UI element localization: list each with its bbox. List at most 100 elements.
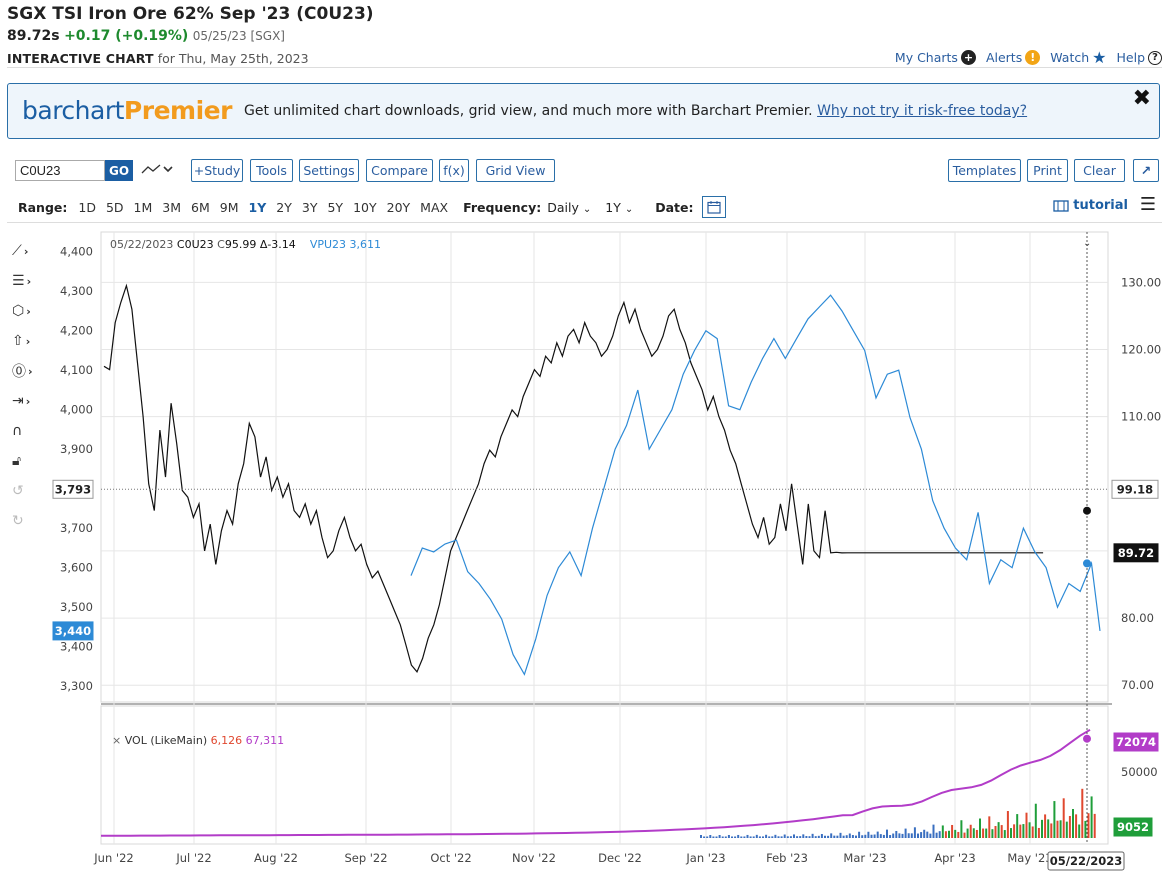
volume-bar	[789, 836, 792, 838]
svg-text:72074: 72074	[1116, 735, 1156, 749]
volume-bar	[1041, 819, 1043, 838]
templates-button[interactable]: Templates	[948, 159, 1021, 182]
x-tick-label: Mar '23	[843, 851, 886, 865]
compare-button[interactable]: Compare	[366, 159, 433, 182]
cursor-date-label: 05/22/2023	[1047, 851, 1125, 871]
volume-bar	[762, 836, 764, 838]
fibonacci-tool[interactable]: ☰ ›	[12, 273, 32, 289]
redo-button[interactable]: ↻	[12, 510, 46, 532]
symbol-input[interactable]: C0U23	[15, 160, 105, 181]
volume-bar	[907, 833, 910, 838]
range-5d[interactable]: 5D	[105, 199, 124, 215]
range-9m[interactable]: 9M	[219, 199, 239, 215]
range-5y[interactable]: 5Y	[327, 199, 344, 215]
volume-bar	[879, 834, 882, 838]
expand-icon[interactable]: ↗	[1133, 159, 1159, 182]
volume-bar	[938, 831, 941, 838]
clear-button[interactable]: Clear	[1074, 159, 1125, 182]
volume-bar	[1068, 815, 1071, 838]
volume-bar	[954, 829, 957, 838]
watch-link[interactable]: Watch ★	[1050, 48, 1106, 67]
lock-tool[interactable]: 🔓︎	[12, 450, 46, 472]
frequency-select[interactable]: Daily ⌄	[547, 199, 592, 215]
range-1d[interactable]: 1D	[78, 199, 96, 215]
volume-frame	[100, 705, 1109, 845]
volume-bar	[895, 830, 898, 838]
fx-button[interactable]: f(x)	[439, 159, 469, 182]
volume-bar	[817, 835, 820, 838]
trendline-tool[interactable]: ⟋ ›	[12, 243, 29, 259]
volume-bar	[1006, 811, 1009, 838]
range-10y[interactable]: 10Y	[353, 199, 377, 215]
alerts-link[interactable]: Alerts!	[986, 50, 1041, 65]
alert-icon: !	[1025, 50, 1041, 65]
volume-bar	[1019, 824, 1022, 838]
chart-type-selector[interactable]	[140, 162, 174, 182]
volume-bar	[982, 828, 985, 838]
svg-text:9052: 9052	[1117, 820, 1149, 834]
range-3y[interactable]: 3Y	[301, 199, 318, 215]
annotation-tool[interactable]: ⓪ ›	[12, 360, 46, 382]
volume-oi-line	[101, 728, 1091, 837]
menu-icon[interactable]: ☰	[1139, 194, 1156, 215]
go-button[interactable]: GO	[105, 160, 133, 181]
volume-bar	[867, 831, 870, 838]
range-3m[interactable]: 3M	[162, 199, 182, 215]
arrow-up-icon: ⇧	[12, 333, 24, 349]
range-1y[interactable]: 1Y	[248, 199, 267, 215]
volume-bar	[1081, 788, 1084, 838]
right-tick-label: 120.00	[1121, 343, 1161, 357]
price-chart[interactable]: 4,4004,3004,2004,1004,0003,9003,8003,700…	[0, 224, 1170, 891]
circle-zero-icon: ⓪	[12, 364, 26, 380]
volume-bar	[703, 836, 706, 838]
x-tick-label: Aug '22	[254, 851, 298, 865]
x-tick-label: Apr '23	[934, 851, 975, 865]
date-label: Date:	[655, 199, 694, 215]
volume-bar	[858, 831, 861, 838]
volume-bar	[904, 828, 907, 838]
range-6m[interactable]: 6M	[191, 199, 210, 215]
print-button[interactable]: Print	[1027, 159, 1068, 182]
magnet-tool[interactable]: ∩	[12, 420, 46, 442]
compare-cursor-dot	[1083, 559, 1091, 568]
price-change: +0.17 (+0.19%)	[64, 28, 189, 44]
chevron-down-icon: ⌄	[624, 203, 634, 215]
left-tick-label: 4,300	[60, 284, 93, 298]
volume-bar	[917, 833, 919, 838]
right-price-marker: 99.18	[1111, 479, 1159, 499]
calendar-icon[interactable]	[701, 196, 726, 218]
study-button[interactable]: +Study	[191, 159, 243, 182]
range-1m[interactable]: 1M	[133, 199, 153, 215]
x-tick-label: Jul '22	[175, 851, 211, 865]
settings-button[interactable]: Settings	[299, 159, 359, 182]
banner-trial-link[interactable]: Why not try it risk-free today?	[817, 103, 1028, 119]
measure-tool[interactable]: ⇥ ›	[12, 393, 31, 409]
volume-bar	[793, 834, 795, 838]
help-link[interactable]: Help?	[1117, 50, 1162, 65]
range-max[interactable]: MAX	[420, 199, 449, 215]
range-2y[interactable]: 2Y	[276, 199, 292, 215]
my-charts-link[interactable]: My Charts +	[895, 50, 976, 65]
range-20y[interactable]: 20Y	[386, 199, 411, 215]
period-select[interactable]: 1Y ⌄	[605, 199, 634, 215]
volume-bar	[743, 836, 746, 838]
shape-icon: ⬡	[12, 303, 25, 319]
volume-bar	[774, 834, 777, 838]
volume-bar	[712, 836, 715, 838]
tools-button[interactable]: Tools	[250, 159, 293, 182]
shape-tool[interactable]: ⬡ ›	[12, 303, 31, 319]
volume-bar	[920, 832, 923, 838]
tutorial-link[interactable]: tutorial	[1053, 198, 1128, 213]
volume-bar	[1028, 822, 1031, 838]
volume-bar	[861, 835, 864, 838]
banner-close-icon[interactable]: ✖	[1132, 86, 1151, 111]
star-icon: ★	[1092, 48, 1107, 67]
grid-view-button[interactable]: Grid View	[476, 159, 555, 182]
arrow-tool[interactable]: ⇧ ›	[12, 333, 31, 349]
undo-button[interactable]: ↺	[12, 480, 46, 502]
volume-bar	[985, 828, 988, 838]
volume-bar	[913, 827, 916, 838]
volume-bar	[932, 824, 935, 838]
compare-marker: 3,440	[52, 621, 94, 641]
volume-bar	[1013, 824, 1016, 838]
